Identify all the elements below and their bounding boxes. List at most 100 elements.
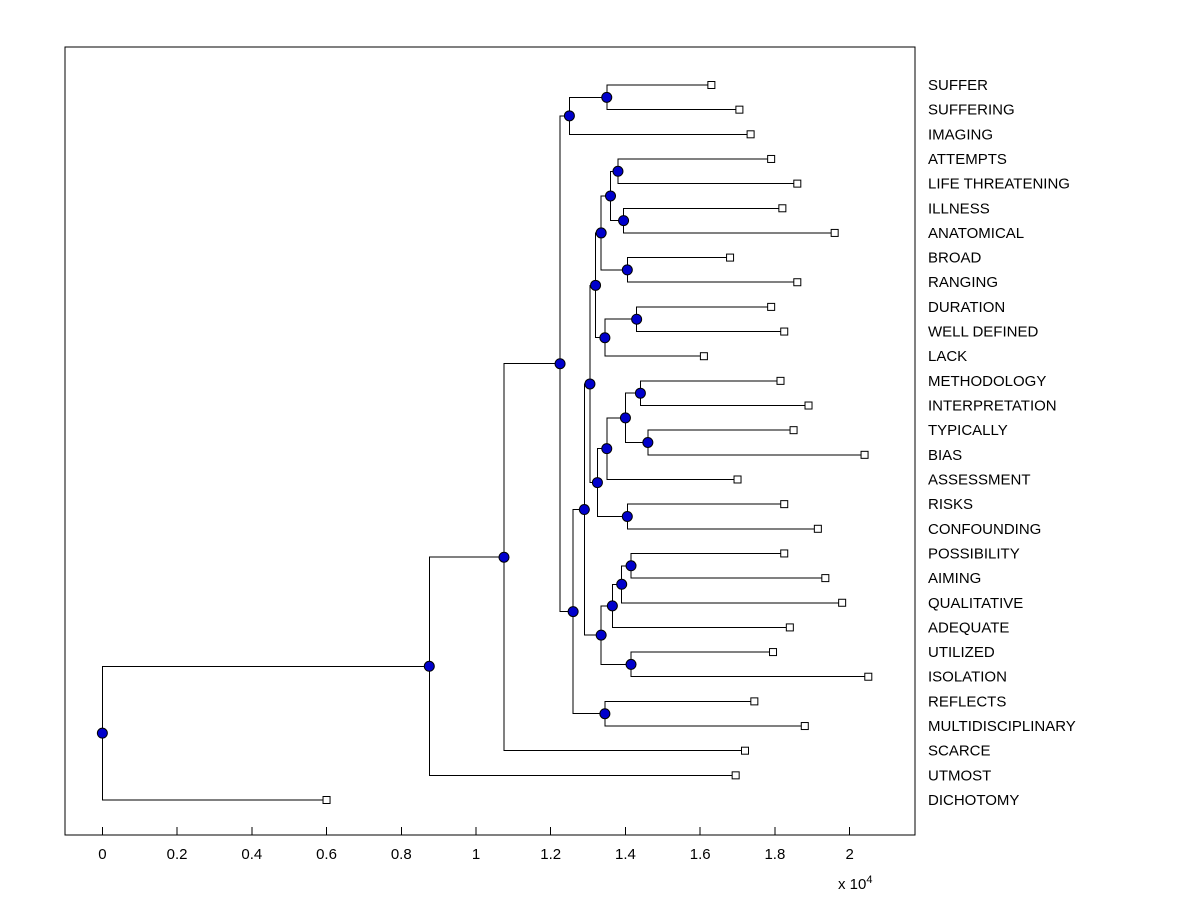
cluster-node-icon [612,165,624,177]
cluster-node-icon [619,412,631,424]
dendrogram-link [626,503,818,530]
leaf-label: ILLNESS [928,200,990,217]
leaf-label: UTMOST [928,767,991,784]
leaf-marker-icon [860,450,869,459]
cluster-node-icon [604,190,616,202]
cluster-node-icon [599,332,611,344]
leaf-label: POSSIBILITY [928,545,1020,562]
leaf-label: CONFOUNDING [928,521,1041,538]
leaf-marker-icon [767,154,776,163]
leaf-marker-icon [731,771,740,780]
cluster-node-icon [590,279,602,291]
x-tick-label: 0.6 [316,846,337,863]
leaf-label: ATTEMPTS [928,151,1007,168]
cluster-node-icon [578,504,590,516]
leaf-marker-icon [778,204,787,213]
leaf-label: DURATION [928,299,1005,316]
cluster-node-icon [584,378,596,390]
leaf-marker-icon [838,598,847,607]
node-markers [96,81,873,804]
x-tick-label: 0.2 [167,846,188,863]
leaf-marker-icon [864,672,873,681]
dendrogram-link [636,306,785,333]
leaf-label: LIFE THREATENING [928,176,1070,193]
cluster-node-icon [642,437,654,448]
dendrogram-link [630,552,826,579]
leaf-label: LACK [928,348,967,365]
leaf-label: SUFFERING [928,102,1015,119]
dendrogram-link [428,556,736,776]
axis-multiplier-exponent: 4 [866,874,873,886]
leaf-label: BIAS [928,447,962,464]
leaf-label: ISOLATION [928,669,1007,686]
cluster-node-icon [606,600,618,612]
plot-box [64,46,916,836]
leaf-label: MULTIDISCIPLINARY [928,718,1076,735]
cluster-node-icon [423,660,435,672]
leaf-label: UTILIZED [928,644,995,661]
leaf-marker-icon [793,179,802,188]
cluster-node-icon [601,91,613,103]
leaf-label: SUFFER [928,77,988,94]
leaf-marker-icon [821,574,830,583]
x-tick-label: 0.4 [241,846,262,863]
leaf-label: IMAGING [928,126,993,143]
leaf-label: TYPICALLY [928,422,1008,439]
cluster-node-icon [599,708,611,720]
leaf-label: SCARCE [928,743,991,760]
cluster-node-icon [554,358,566,370]
cluster-node-icon [601,443,613,455]
x-tick-label: 0 [98,846,106,863]
leaf-label: DICHOTOMY [928,792,1019,809]
leaf-marker-icon [741,746,749,755]
cluster-node-icon [595,227,607,239]
x-tick-label: 1.6 [690,846,711,863]
leaf-label: AIMING [928,570,981,587]
cluster-node-icon [621,264,633,276]
leaf-marker-icon [726,253,735,262]
cluster-node-icon [567,606,579,618]
cluster-node-icon [625,658,637,670]
leaf-label: ANATOMICAL [928,225,1024,242]
dendrogram-link [623,207,835,234]
leaf-label: BROAD [928,250,982,267]
leaf-label: ASSESSMENT [928,471,1031,488]
leaf-marker-icon [813,524,822,533]
dendrogram-link [621,565,843,604]
cluster-node-icon [595,629,607,641]
leaf-label: WELL DEFINED [928,324,1038,341]
cluster-node-icon [591,477,603,489]
dendrogram-link [611,583,790,628]
dendrogram-link [568,96,751,135]
dendrogram-links [101,84,869,801]
leaf-marker-icon [780,549,789,558]
cluster-node-icon [498,551,510,563]
x-tick-label: 0.8 [391,846,412,863]
x-tick-label: 1.8 [764,846,785,863]
leaf-marker-icon [785,623,794,632]
leaf-marker-icon [830,228,839,237]
leaf-label: RISKS [928,496,973,513]
cluster-node-icon [563,110,575,122]
cluster-node-icon [618,215,630,227]
dendrogram-link [604,700,805,727]
dendrogram-link [647,429,865,456]
cluster-node-icon [631,313,643,325]
cluster-node-icon [616,578,628,590]
leaf-labels: SUFFER SUFFERING IMAGING ATTEMPTS LIFE THREA… [928,77,1076,809]
leaf-marker-icon [733,475,742,484]
x-tick-label: 1.2 [540,846,561,863]
leaf-marker-icon [322,796,331,804]
dendrogram-link [626,257,798,283]
leaf-label: RANGING [928,274,998,291]
dendrogram-link [606,417,738,480]
leaf-marker-icon [746,130,755,139]
leaf-label: METHODOLOGY [928,373,1046,390]
leaf-label: ADEQUATE [928,619,1009,636]
axis-multiplier-prefix: x 10 [838,876,867,893]
leaf-marker-icon [767,302,776,311]
leaf-marker-icon [735,105,744,114]
leaf-marker-icon [750,697,759,706]
